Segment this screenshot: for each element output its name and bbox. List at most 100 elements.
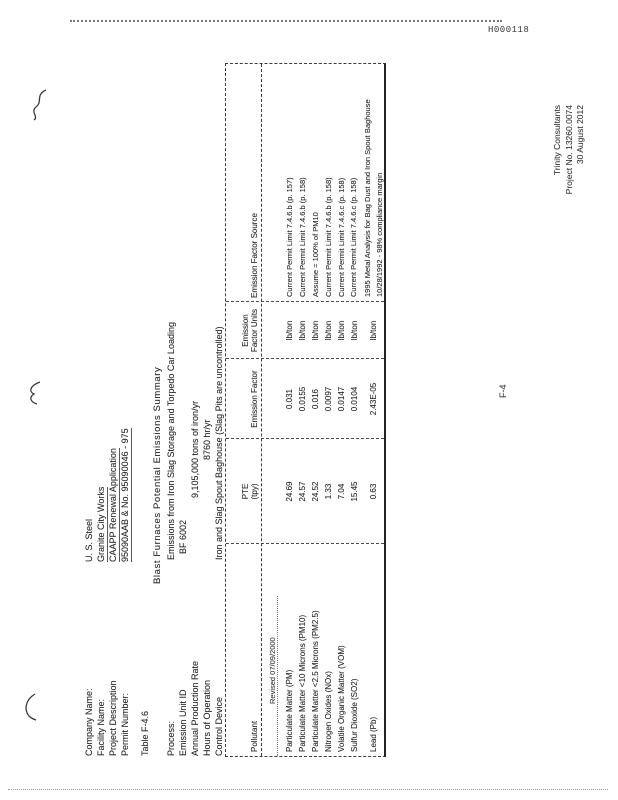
source-line-1: Current Permit Limit 7.4.6.b (p. 158) [297, 177, 307, 297]
emissions-table: Pollutant PTE (tpy) Emission Factor Emis… [225, 63, 386, 757]
info-label: Facility Name: [96, 698, 106, 756]
cell-units: lb/ton [298, 320, 307, 341]
table-row: Particulate Matter (PM) 24.69 0.031 lb/t… [283, 64, 296, 756]
table-row: Volatile Organic Matter (VOM) 7.04 0.014… [335, 64, 348, 756]
source-line-1: Current Permit Limit 7.4.6.c (p. 158) [349, 177, 358, 297]
table-row: Lead (Pb) 0.63 2.43E-05 lb/ton 1995 Meta… [360, 64, 387, 756]
info-row: Process: Emissions from Iron Slag Storag… [166, 0, 177, 800]
info-value: BF 6002 [178, 519, 188, 554]
cell-units: lb/ton [311, 320, 320, 341]
table-note-row: Revised 07/09/2000 [262, 64, 283, 756]
info-row: Permit Number: 95090AAB & No. 95090046 -… [120, 0, 132, 800]
header-pte: PTE (tpy) [241, 483, 259, 500]
info-value: Emissions from Iron Slag Storage and Tor… [166, 322, 176, 560]
info-value: Granite City Works [96, 486, 108, 562]
table-title: Blast Furnaces Potential Emissions Summa… [152, 366, 163, 584]
cell-emission-factor: 0.0097 [324, 386, 333, 412]
cell-source: Current Permit Limit 7.4.6.b (p. 158) [297, 64, 309, 302]
source-line-1: Current Permit Limit 7.4.6.b (p. 157) [284, 177, 294, 297]
info-row: Hours of Operation 8760 hr/yr [202, 0, 213, 800]
pen-mark-icon [30, 381, 41, 405]
info-label: Emission Unit ID [178, 689, 188, 756]
source-line-1: Current Permit Limit 7.4.6.b (p. 158) [323, 177, 333, 297]
source-line-2: 10/28/1992 - 98% compliance margin [374, 172, 384, 297]
cell-pollutant: Sulfur Dioxide (SO2) [349, 678, 359, 752]
info-label: Permit Number: [120, 692, 130, 756]
footer-line: Trinity Consultants [552, 105, 562, 176]
info-value: 95090AAB & No. 95090046 - 975 [120, 428, 132, 562]
consultant-footer: Trinity Consultants Project No. 13260.00… [552, 105, 587, 194]
cell-pte: 7.04 [337, 483, 346, 500]
footer-line: Project No. 13260.0074 [563, 105, 574, 195]
info-value: CAAPP Renewal Application [108, 448, 120, 562]
info-value: 9,105,000 tons of iron/yr [190, 400, 200, 498]
pen-mark-icon [25, 693, 37, 721]
footer-line: 30 August 2012 [575, 105, 585, 165]
source-line-1: Current Permit Limit 7.4.6.c (p. 158) [336, 177, 346, 297]
cell-source: Assume = 100% of PM10 [310, 64, 322, 302]
info-value: Iron and Slag Spout Baghouse (Slag Pits … [214, 326, 224, 560]
cell-source: Current Permit Limit 7.4.6.b (p. 157) [284, 64, 296, 302]
info-label: Project Description [108, 680, 118, 756]
table-label: Table F-4.6 [140, 710, 150, 756]
info-row: Company Name: U. S. Steel [84, 0, 95, 800]
cell-units: lb/ton [349, 320, 359, 341]
info-label: Hours of Operation [202, 679, 212, 756]
cell-pollutant: Lead (Pb) [369, 716, 378, 752]
page-number: F-4 [498, 384, 508, 399]
cell-emission-factor: 0.0104 [349, 386, 359, 412]
table-header-row: Pollutant PTE (tpy) Emission Factor Emis… [226, 64, 262, 756]
info-row: Emission Unit ID BF 6002 [178, 0, 189, 800]
table-row: Nitrogen Oxides (NOx) 1.33 0.0097 lb/ton… [322, 64, 335, 756]
cell-pollutant: Particulate Matter (PM) [285, 669, 294, 752]
info-label: Control Device [214, 696, 224, 756]
table-row: Sulfur Dioxide (SO2) 15.45 0.0104 lb/ton… [348, 64, 360, 756]
cell-source: Current Permit Limit 7.4.6.b (p. 158) [323, 64, 335, 302]
cell-emission-factor: 0.0147 [337, 386, 346, 412]
cell-pollutant: Volatile Organic Matter (VOM) [337, 645, 346, 752]
cell-pte: 24.57 [298, 481, 307, 502]
cell-source: 1995 Metal Analysis for Bag Dust and Iro… [362, 64, 386, 302]
cell-source: Current Permit Limit 7.4.6.c (p. 158) [348, 64, 360, 302]
cell-pte: 15.45 [349, 481, 359, 502]
info-label: Process: [166, 720, 176, 756]
cell-units: lb/ton [337, 320, 346, 341]
cell-units: lb/ton [285, 320, 294, 341]
info-row: Annual Production Rate 9,105,000 tons of… [190, 0, 201, 800]
cell-pte: 0.63 [369, 483, 378, 500]
source-line-1: 1995 Metal Analysis for Bag Dust and Iro… [362, 99, 372, 297]
source-line-1: Assume = 100% of PM10 [310, 212, 320, 297]
info-label: Company Name: [84, 688, 94, 756]
pen-mark-icon [33, 89, 47, 121]
cell-emission-factor: 0.031 [285, 388, 294, 410]
header-emission-factor: Emission Factor [250, 370, 259, 428]
cell-emission-factor: 2.43E-05 [369, 382, 378, 416]
info-row: Project Description CAAPP Renewal Applic… [108, 0, 120, 800]
cell-pte: 24.69 [285, 481, 294, 502]
cell-emission-factor: 0.016 [311, 388, 320, 410]
info-row: Facility Name: Granite City Works [96, 0, 108, 800]
info-label: Annual Production Rate [190, 660, 200, 756]
bates-stamp: H000118 [488, 25, 530, 35]
cell-pollutant: Particulate Matter <2.5 Microns (PM2.5) [311, 610, 320, 752]
info-value: U. S. Steel [84, 518, 94, 562]
header-emission-factor-units: Emission Factor Units [241, 308, 259, 353]
cell-emission-factor: 0.0155 [298, 386, 307, 412]
table-row: Particulate Matter <10 Microns (PM10) 24… [296, 64, 309, 756]
header-emission-factor-source: Emission Factor Source [250, 213, 259, 298]
cell-pollutant: Particulate Matter <10 Microns (PM10) [298, 614, 307, 752]
table-row: Particulate Matter <2.5 Microns (PM2.5) … [309, 64, 322, 756]
cell-pte: 1.33 [324, 483, 333, 500]
cell-units: lb/ton [369, 320, 378, 341]
info-value: 8760 hr/yr [202, 419, 212, 460]
info-row: Control Device Iron and Slag Spout Bagho… [214, 0, 225, 800]
perforation-dotted-line-top [70, 20, 502, 22]
note-text: Revised 07/09/2000 [267, 596, 278, 756]
cell-pollutant: Nitrogen Oxides (NOx) [324, 671, 333, 752]
perforation-dotted-line-bottom [8, 789, 608, 790]
cell-source: Current Permit Limit 7.4.6.c (p. 158) [336, 64, 348, 302]
cell-units: lb/ton [324, 320, 333, 341]
cell-pte: 24.52 [311, 481, 320, 502]
